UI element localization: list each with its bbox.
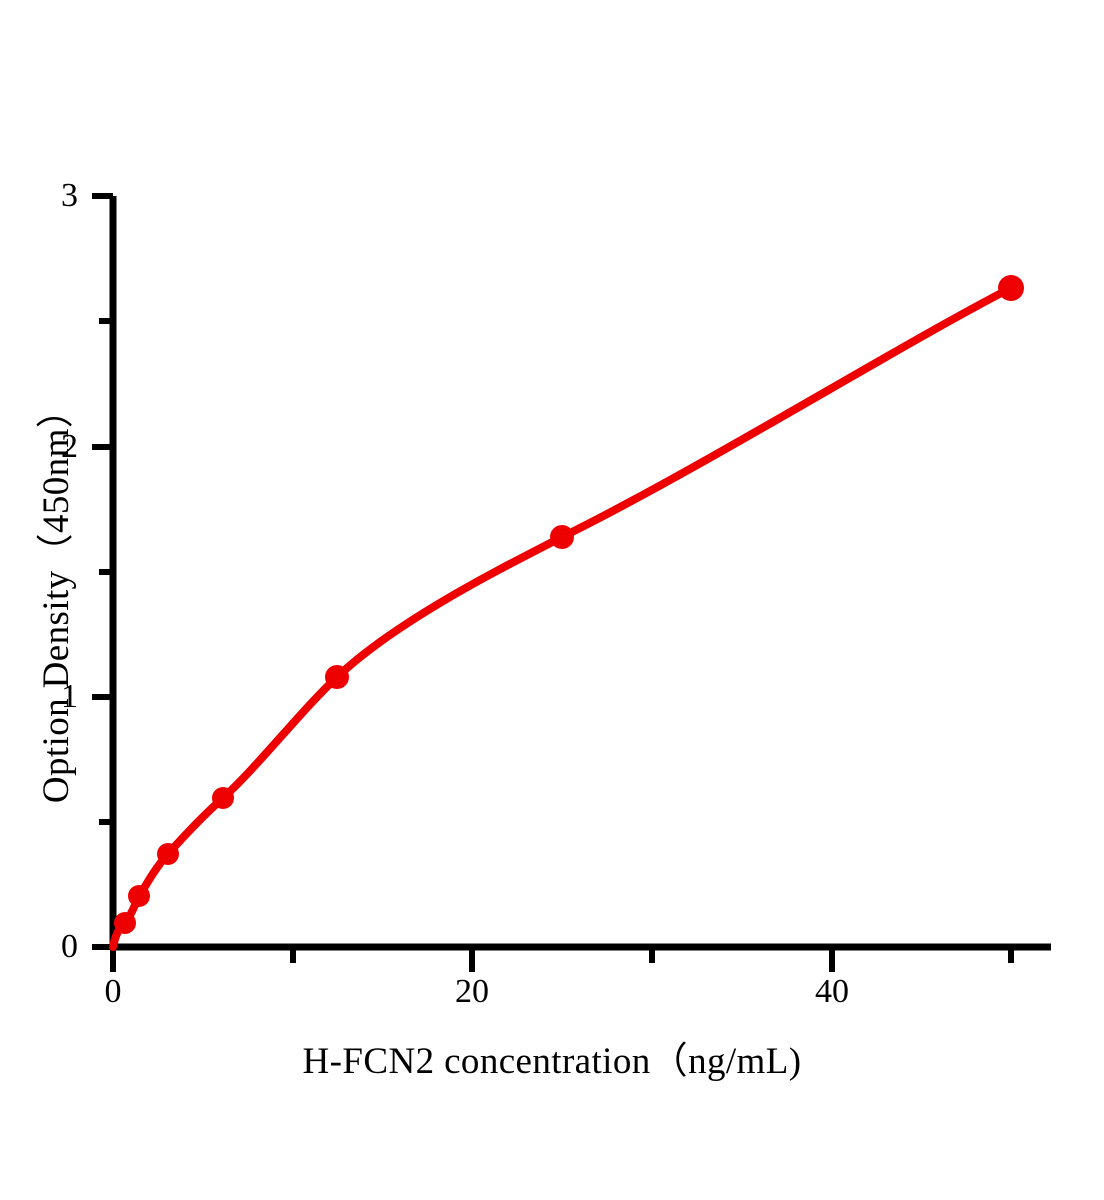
y-tick-label-2: 2 [61, 428, 78, 465]
x-axis-title: H-FCN2 concentration（ng/mL) [302, 1041, 802, 1082]
x-tick-label-20: 20 [455, 973, 489, 1010]
data-point [157, 843, 179, 865]
x-axis-minor-ticks [290, 947, 1014, 963]
x-tick-label-40: 40 [815, 973, 849, 1010]
data-point [325, 665, 349, 689]
axis-lines [109, 196, 1051, 951]
data-point [998, 275, 1024, 301]
data-point [550, 525, 574, 549]
data-point [114, 912, 136, 934]
y-tick-label-3: 3 [61, 177, 78, 214]
data-points [114, 275, 1024, 934]
x-axis-major-ticks [110, 947, 835, 972]
x-tick-label-0: 0 [104, 973, 122, 1010]
fit-curve [109, 284, 1015, 951]
y-axis-major-ticks [92, 193, 113, 950]
y-axis-minor-ticks [99, 318, 113, 825]
y-tick-label-1: 1 [61, 678, 78, 715]
data-point [212, 787, 234, 809]
y-axis-title: Option Density（450nm） [36, 390, 77, 804]
data-point [128, 885, 150, 907]
y-tick-label-0: 0 [61, 928, 78, 965]
